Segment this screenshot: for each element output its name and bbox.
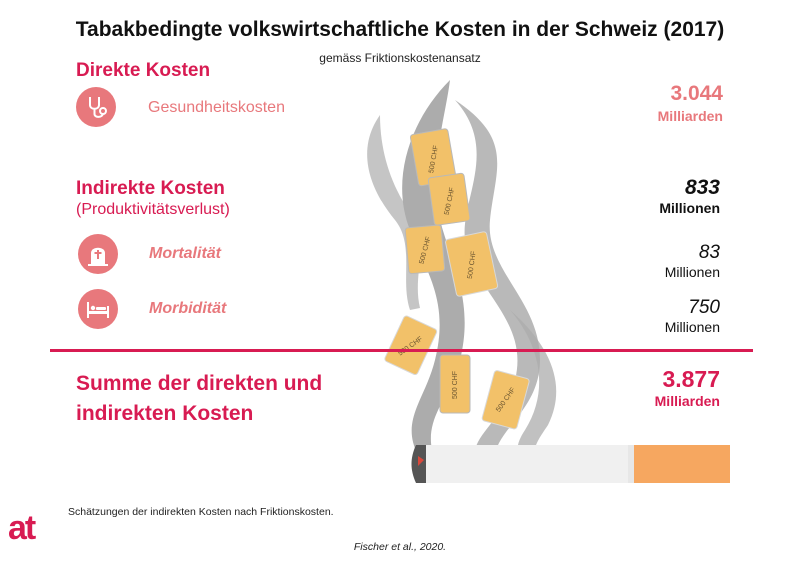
stethoscope-icon	[76, 87, 116, 127]
svg-text:500 CHF: 500 CHF	[428, 145, 440, 174]
footnote: Schätzungen der indirekten Kosten nach F…	[68, 506, 334, 518]
sum-unit: Milliarden	[654, 393, 720, 409]
mortality-value: 83	[698, 242, 720, 263]
cigarette-icon	[411, 445, 730, 483]
sum-label-line2: indirekten Kosten	[76, 402, 254, 425]
health-costs-value: 3.044	[670, 82, 723, 105]
indirect-costs-heading: Indirekte Kosten	[76, 178, 225, 199]
mortality-unit: Millionen	[664, 264, 720, 280]
divider	[50, 349, 753, 352]
sum-value: 3.877	[662, 366, 720, 392]
page-title: Tabakbedingte volkswirtschaftliche Koste…	[75, 18, 725, 41]
direct-costs-heading: Direkte Kosten	[76, 60, 211, 81]
hospital-bed-icon	[78, 289, 118, 329]
indirect-costs-unit: Millionen	[659, 200, 720, 216]
source-citation: Fischer et al., 2020.	[353, 541, 447, 553]
sum-label: Summe der direkten und indirekten Kosten	[76, 369, 322, 429]
cigarette-smoke-illustration: 500 CHF 500 CHF 500 CHF 500 CHF 500 CHF …	[367, 80, 730, 483]
health-costs-label: Gesundheitskosten	[148, 99, 285, 116]
health-costs-unit: Milliarden	[657, 108, 723, 124]
morbidity-label: Morbidität	[149, 300, 227, 317]
morbidity-value: 750	[688, 297, 720, 318]
mortality-label: Mortalität	[149, 245, 221, 262]
page-subtitle: gemäss Friktionskostenansatz	[319, 51, 481, 65]
indirect-costs-value: 833	[684, 176, 720, 199]
banknote-icon: 500 CHF 500 CHF 500 CHF 500 CHF 500 CHF …	[384, 128, 530, 430]
svg-text:500 CHF: 500 CHF	[452, 371, 459, 399]
sum-label-line1: Summe der direkten und	[76, 372, 323, 395]
gravestone-icon	[78, 234, 118, 274]
logo: at	[8, 509, 36, 547]
svg-text:500 CHF: 500 CHF	[467, 251, 478, 280]
indirect-costs-subheading: (Produktivitätsverlust)	[76, 201, 230, 218]
morbidity-unit: Millionen	[664, 319, 720, 335]
